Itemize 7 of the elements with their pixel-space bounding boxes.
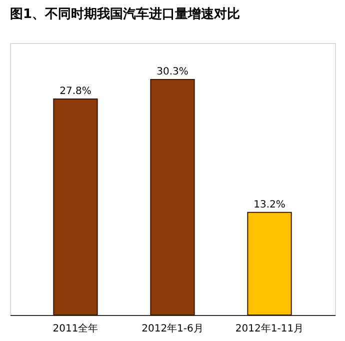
x-tick-label: 2012年1-6月 <box>142 322 204 334</box>
x-tick-label: 2012年1-11月 <box>235 322 304 334</box>
x-tick-label: 2011全年 <box>52 322 98 334</box>
chart-title: 图1、不同时期我国汽车进口量增速对比 <box>10 6 240 22</box>
data-label: 27.8% <box>60 86 92 97</box>
data-label: 30.3% <box>156 66 188 78</box>
data-label: 13.2% <box>254 199 286 210</box>
